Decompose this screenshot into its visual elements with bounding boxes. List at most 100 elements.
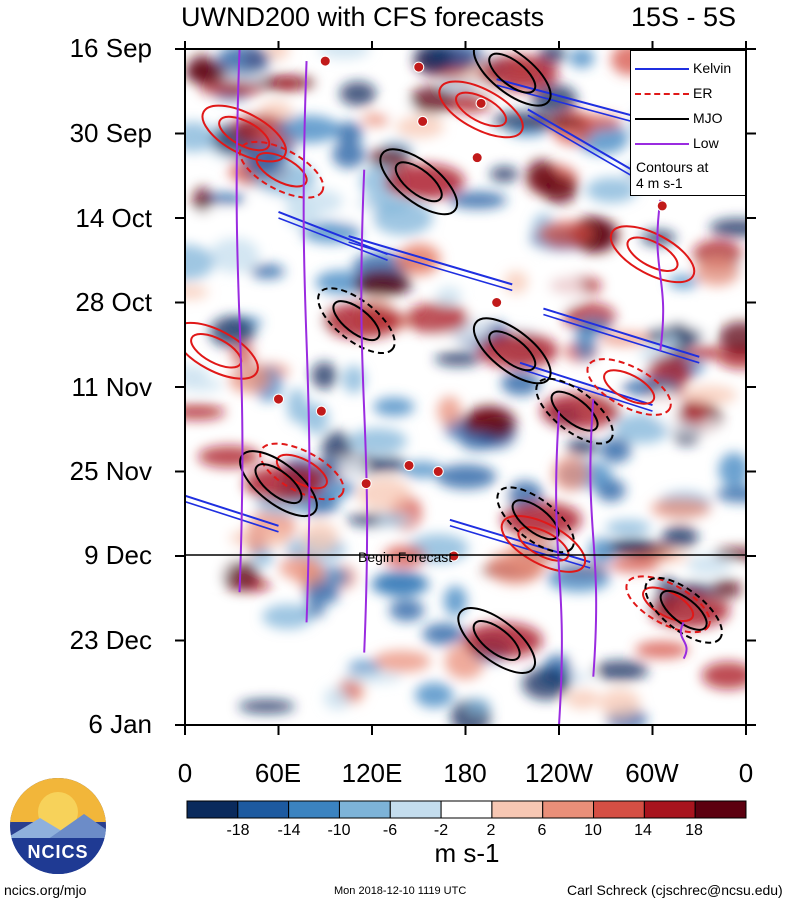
anomaly-cell: [315, 270, 368, 295]
anomaly-cell: [679, 398, 711, 425]
legend-item-kelvin: Kelvin: [635, 60, 745, 78]
colorbar-swatch: [593, 800, 645, 819]
er-contour: [438, 80, 524, 139]
anomaly-cell: [349, 428, 408, 454]
storm-symbol: [315, 405, 327, 417]
chart-title: UWND200 with CFS forecasts: [181, 2, 545, 32]
ytick-label: 30 Sep: [69, 118, 152, 148]
legend-item-er: ER: [635, 85, 745, 103]
anomaly-cell: [538, 273, 583, 305]
footer-url[interactable]: ncics.org/mjo: [4, 882, 87, 898]
legend-swatch: [635, 93, 689, 95]
kelvin-contour: [543, 313, 700, 364]
colorbar-label: -10: [327, 822, 351, 839]
anomaly-cell: [192, 186, 213, 213]
colorbar-label: -14: [277, 822, 301, 839]
anomaly-cell: [209, 316, 256, 348]
kelvin-contour: [348, 235, 513, 286]
anomaly-cell: [586, 177, 638, 203]
anomaly-cell: [635, 641, 689, 659]
anomaly-cell: [650, 388, 680, 423]
anomaly-cell: [650, 498, 711, 519]
anomaly-cell: [354, 270, 411, 297]
anomaly-cell: [571, 663, 596, 687]
storm-symbol: [448, 550, 460, 562]
colorbar-label: -18: [226, 822, 250, 839]
anomaly-cell: [228, 529, 292, 548]
anomaly-cell: [436, 286, 462, 306]
mjo-contour: [488, 52, 537, 94]
anomaly-cell: [641, 230, 677, 246]
legend-item-low: Low: [635, 135, 745, 153]
er-contour: [238, 140, 325, 199]
low-contour: [555, 411, 563, 725]
legend: Kelvin ER MJO Low Contours at 4 m s-1: [630, 50, 746, 196]
colorbar-label: -6: [382, 822, 398, 839]
anomaly-cell: [409, 86, 455, 114]
storm-symbol: [432, 466, 444, 477]
colorbar-swatch: [389, 800, 442, 819]
low-contour: [679, 621, 688, 660]
anomaly-cell: [185, 62, 228, 84]
anomaly-cell: [694, 257, 740, 287]
anomaly-cell: [318, 49, 371, 59]
er-contour: [500, 515, 587, 573]
anomaly-cell: [262, 604, 314, 630]
anomaly-cell: [567, 114, 622, 131]
er-contour: [603, 369, 656, 405]
xtick-label: 60E: [254, 758, 302, 788]
anomaly-cell: [489, 166, 519, 183]
anomaly-cell: [614, 413, 670, 444]
ytick-label: 9 Dec: [84, 540, 152, 570]
anomaly-cell: [552, 456, 589, 492]
storm-symbol: [471, 152, 483, 164]
anomaly-cell: [437, 396, 462, 426]
mjo-contour: [496, 486, 575, 554]
kelvin-contour: [449, 525, 591, 569]
anomaly-cell: [522, 667, 570, 700]
er-contour: [609, 225, 696, 284]
anomaly-core: [478, 55, 559, 92]
colorbar-swatch: [237, 800, 290, 819]
colorbar-label: 14: [634, 822, 652, 839]
anomaly-cell: [370, 577, 431, 595]
anomaly-cell: [383, 545, 426, 568]
anomaly-cell: [687, 554, 731, 576]
anomaly-cell: [383, 104, 414, 117]
anomaly-cell: [252, 548, 274, 567]
er-contour: [455, 91, 508, 128]
anomaly-cell: [195, 554, 227, 580]
anomaly-cell: [547, 564, 611, 593]
anomaly-cell: [537, 220, 594, 247]
storm-symbol: [360, 478, 372, 490]
anomaly-core: [501, 501, 582, 538]
ytick-label: 25 Nov: [69, 456, 152, 486]
anomaly-cell: [372, 200, 434, 236]
colorbar-label: 10: [584, 822, 602, 839]
colorbar-swatch: [491, 800, 544, 819]
colorbar-swatch: [694, 800, 747, 819]
mjo-contour: [332, 300, 381, 342]
anomaly-cell: [682, 385, 737, 405]
anomaly-cell: [605, 519, 652, 536]
anomaly-cell: [661, 525, 699, 549]
colorbar-swatch: [338, 800, 391, 819]
anomaly-cell: [339, 81, 377, 106]
anomaly-cell: [243, 142, 283, 177]
anomaly-cell: [466, 698, 491, 715]
storm-symbol: [656, 200, 668, 212]
storm-symbol: [475, 97, 487, 109]
er-contour: [259, 442, 345, 501]
anomaly-cell: [200, 80, 263, 97]
anomaly-cell: [265, 49, 290, 61]
kelvin-contour: [185, 500, 279, 533]
anomaly-cell: [249, 196, 282, 230]
legend-label: ER: [693, 85, 713, 101]
anomaly-cell: [436, 464, 497, 490]
er-contour: [255, 151, 308, 188]
anomaly-cell: [434, 351, 482, 367]
anomaly-core: [462, 622, 543, 659]
storm-symbol: [491, 297, 503, 308]
anomaly-cell: [203, 192, 247, 206]
anomaly-cell: [238, 699, 295, 714]
